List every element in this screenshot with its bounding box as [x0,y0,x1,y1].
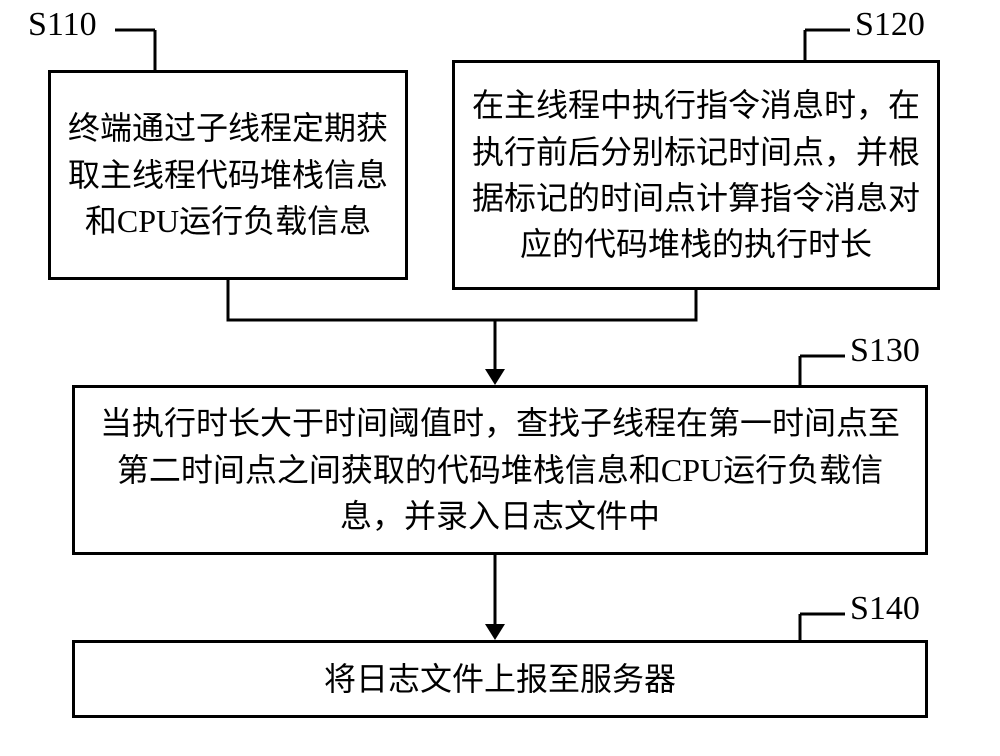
node-s120-text: 在主线程中执行指令消息时，在执行前后分别标记时间点，并根据标记的时间点计算指令消… [469,82,923,268]
label-s130: S130 [850,332,920,370]
node-s140-text: 将日志文件上报至服务器 [324,656,676,702]
node-s130-text: 当执行时长大于时间阈值时，查找子线程在第一时间点至第二时间点之间获取的代码堆栈信… [89,400,911,539]
node-s130: 当执行时长大于时间阈值时，查找子线程在第一时间点至第二时间点之间获取的代码堆栈信… [72,385,928,555]
label-s120: S120 [855,6,925,44]
label-s140: S140 [850,590,920,628]
flowchart-canvas: S110 S120 S130 S140 终端通过子线程定期获取主线程代码堆栈信息… [0,0,1000,756]
node-s120: 在主线程中执行指令消息时，在执行前后分别标记时间点，并根据标记的时间点计算指令消… [452,60,940,290]
node-s110-text: 终端通过子线程定期获取主线程代码堆栈信息和CPU运行负载信息 [65,105,391,244]
label-s110: S110 [28,6,97,44]
node-s110: 终端通过子线程定期获取主线程代码堆栈信息和CPU运行负载信息 [48,70,408,280]
node-s140: 将日志文件上报至服务器 [72,640,928,718]
